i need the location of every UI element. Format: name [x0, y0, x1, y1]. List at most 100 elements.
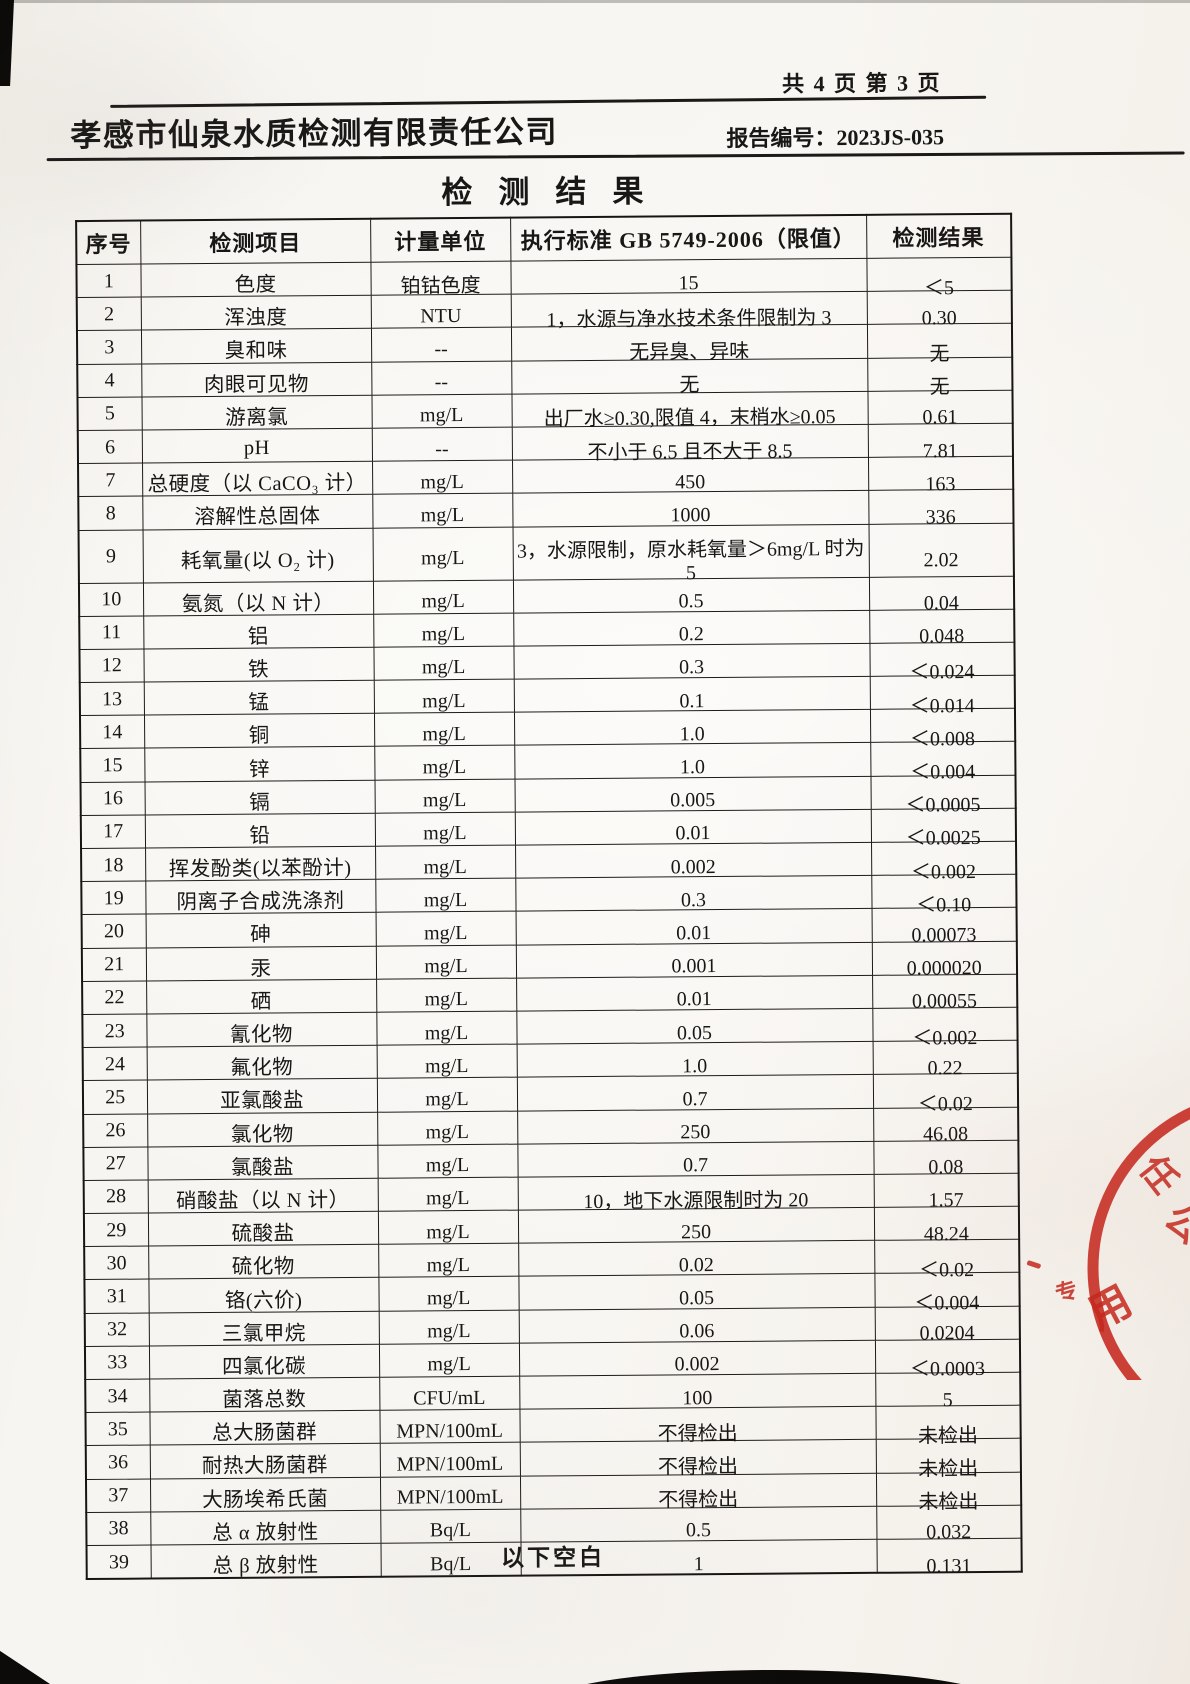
cell-no: 33: [84, 1345, 150, 1380]
cell-no: 21: [81, 947, 147, 982]
cell-item: 三氯甲烷: [148, 1310, 379, 1346]
cell-unit: mg/L: [373, 646, 514, 681]
cell-item: 臭和味: [140, 328, 372, 364]
cell-no: 13: [79, 682, 144, 716]
cell-no: 26: [83, 1113, 148, 1148]
report-number-label: 报告编号：: [726, 125, 837, 151]
cell-unit: mg/L: [378, 1243, 519, 1278]
cell-unit: mg/L: [375, 944, 517, 979]
cell-unit: mg/L: [377, 1143, 518, 1179]
cell-no: 14: [79, 715, 145, 749]
cell-limit: 不得检出: [519, 1406, 876, 1445]
cell-unit: 铂钴色度: [370, 261, 511, 297]
cell-item: 硫化物: [148, 1244, 379, 1280]
cell-result: ＜5: [866, 257, 1012, 299]
cell-no: 9: [78, 529, 143, 584]
cell-no: 23: [82, 1013, 147, 1048]
cell-no: 19: [81, 881, 146, 915]
cell-item: 汞: [145, 945, 377, 981]
cell-unit: mg/L: [377, 1110, 518, 1145]
cell-no: 17: [80, 814, 146, 849]
cell-no: 4: [77, 363, 142, 398]
cell-item: 游离氯: [141, 394, 372, 430]
header-item: 检测项目: [140, 218, 371, 265]
cell-limit: 0.06: [518, 1306, 875, 1343]
cell-unit: mg/L: [372, 493, 513, 528]
table-row: 9 耗氧量(以 O₂ 计) mg/L 3，水源限制，原水耗氧量＞6mg/L 时为…: [78, 522, 1014, 584]
cell-no: 35: [85, 1412, 150, 1446]
cell-no: 11: [79, 615, 144, 650]
cell-item: 亚氯酸盐: [146, 1078, 378, 1114]
cell-unit: mg/L: [373, 612, 514, 648]
company-name: 孝感市仙泉水质检测有限责任公司: [70, 114, 559, 154]
cell-unit: mg/L: [377, 1176, 518, 1212]
cell-unit: mg/L: [374, 745, 515, 780]
cell-item: 阴离子合成洗涤剂: [145, 879, 376, 915]
report-number: 报告编号：2023JS-035: [726, 119, 944, 153]
cell-item: 溶解性总固体: [142, 494, 373, 530]
cell-unit: CFU/mL: [379, 1376, 520, 1411]
cell-result: 0.04: [868, 575, 1015, 615]
cell-no: 29: [83, 1213, 149, 1247]
cell-limit: 0.002: [518, 1340, 876, 1377]
cell-item: 总大肠菌群: [149, 1410, 380, 1446]
cell-item: 铁: [143, 647, 374, 683]
cell-item: 氨氮（以 N 计）: [142, 580, 374, 616]
cell-limit: 0.7: [516, 1074, 874, 1111]
cell-item: 氟化物: [146, 1045, 377, 1081]
cell-item: 挥发酚类(以苯酚计): [145, 846, 376, 882]
header-unit: 计量单位: [370, 217, 511, 263]
cell-unit: mg/L: [378, 1309, 519, 1345]
cell-limit: 10，地下水源限制时为 20: [517, 1174, 874, 1214]
cell-item: 大肠埃希氏菌: [149, 1476, 381, 1512]
cell-no: 36: [85, 1445, 150, 1480]
cell-item: 硫酸盐: [147, 1211, 379, 1247]
cell-item: 耗氧量(以 O₂ 计): [142, 527, 373, 583]
cell-limit: 1.0: [516, 1041, 873, 1078]
cell-item: 锰: [143, 680, 374, 716]
cell-no: 37: [85, 1478, 151, 1513]
cell-unit: mg/L: [376, 1044, 517, 1079]
header-row: 序号 检测项目 计量单位 执行标准 GB 5749-2006（限值） 检测结果: [76, 213, 1012, 265]
cell-no: 30: [84, 1246, 149, 1280]
cell-unit: NTU: [370, 294, 511, 329]
cell-no: 31: [84, 1279, 149, 1314]
cell-limit: 0.02: [518, 1240, 875, 1277]
cell-no: 38: [86, 1511, 151, 1546]
cell-no: 3: [76, 330, 142, 365]
header-limit: 执行标准 GB 5749-2006（限值）: [510, 214, 867, 262]
cell-no: 12: [79, 648, 144, 683]
cell-unit: mg/L: [378, 1342, 520, 1378]
cell-unit: mg/L: [378, 1276, 519, 1311]
cell-unit: mg/L: [371, 393, 512, 429]
cell-item: 硒: [146, 978, 377, 1014]
cell-no: 16: [80, 781, 145, 816]
scan-artifact-bottom-arc: [548, 1670, 1000, 1684]
cell-limit: 0.01: [514, 809, 872, 846]
header-no: 序号: [76, 220, 141, 265]
cell-unit: mg/L: [374, 778, 515, 814]
cell-unit: mg/L: [375, 845, 516, 880]
cell-item: 色度: [140, 262, 371, 298]
cell-item: 耐热大肠菌群: [149, 1443, 380, 1479]
cell-no: 22: [82, 980, 147, 1015]
cell-unit: MPN/100mL: [379, 1409, 520, 1444]
cell-no: 20: [81, 914, 146, 949]
cell-item: 硝酸盐（以 N 计）: [147, 1178, 378, 1214]
cell-limit: 1.0: [514, 742, 871, 779]
cell-no: 18: [81, 848, 146, 882]
cell-limit: 1000: [512, 490, 869, 527]
cell-unit: mg/L: [375, 878, 516, 913]
cell-unit: mg/L: [373, 712, 515, 747]
page-indicator: 共 4 页 第 3 页: [781, 70, 942, 97]
cell-unit: mg/L: [372, 460, 513, 495]
cell-limit: 0.002: [515, 842, 872, 879]
cell-limit: 250: [517, 1107, 874, 1144]
cell-unit: mg/L: [376, 1077, 518, 1112]
cell-unit: mg/L: [372, 579, 514, 614]
cell-no: 2: [76, 297, 141, 331]
cell-unit: --: [370, 327, 512, 362]
results-table-header: 序号 检测项目 计量单位 执行标准 GB 5749-2006（限值） 检测结果: [76, 213, 1012, 265]
